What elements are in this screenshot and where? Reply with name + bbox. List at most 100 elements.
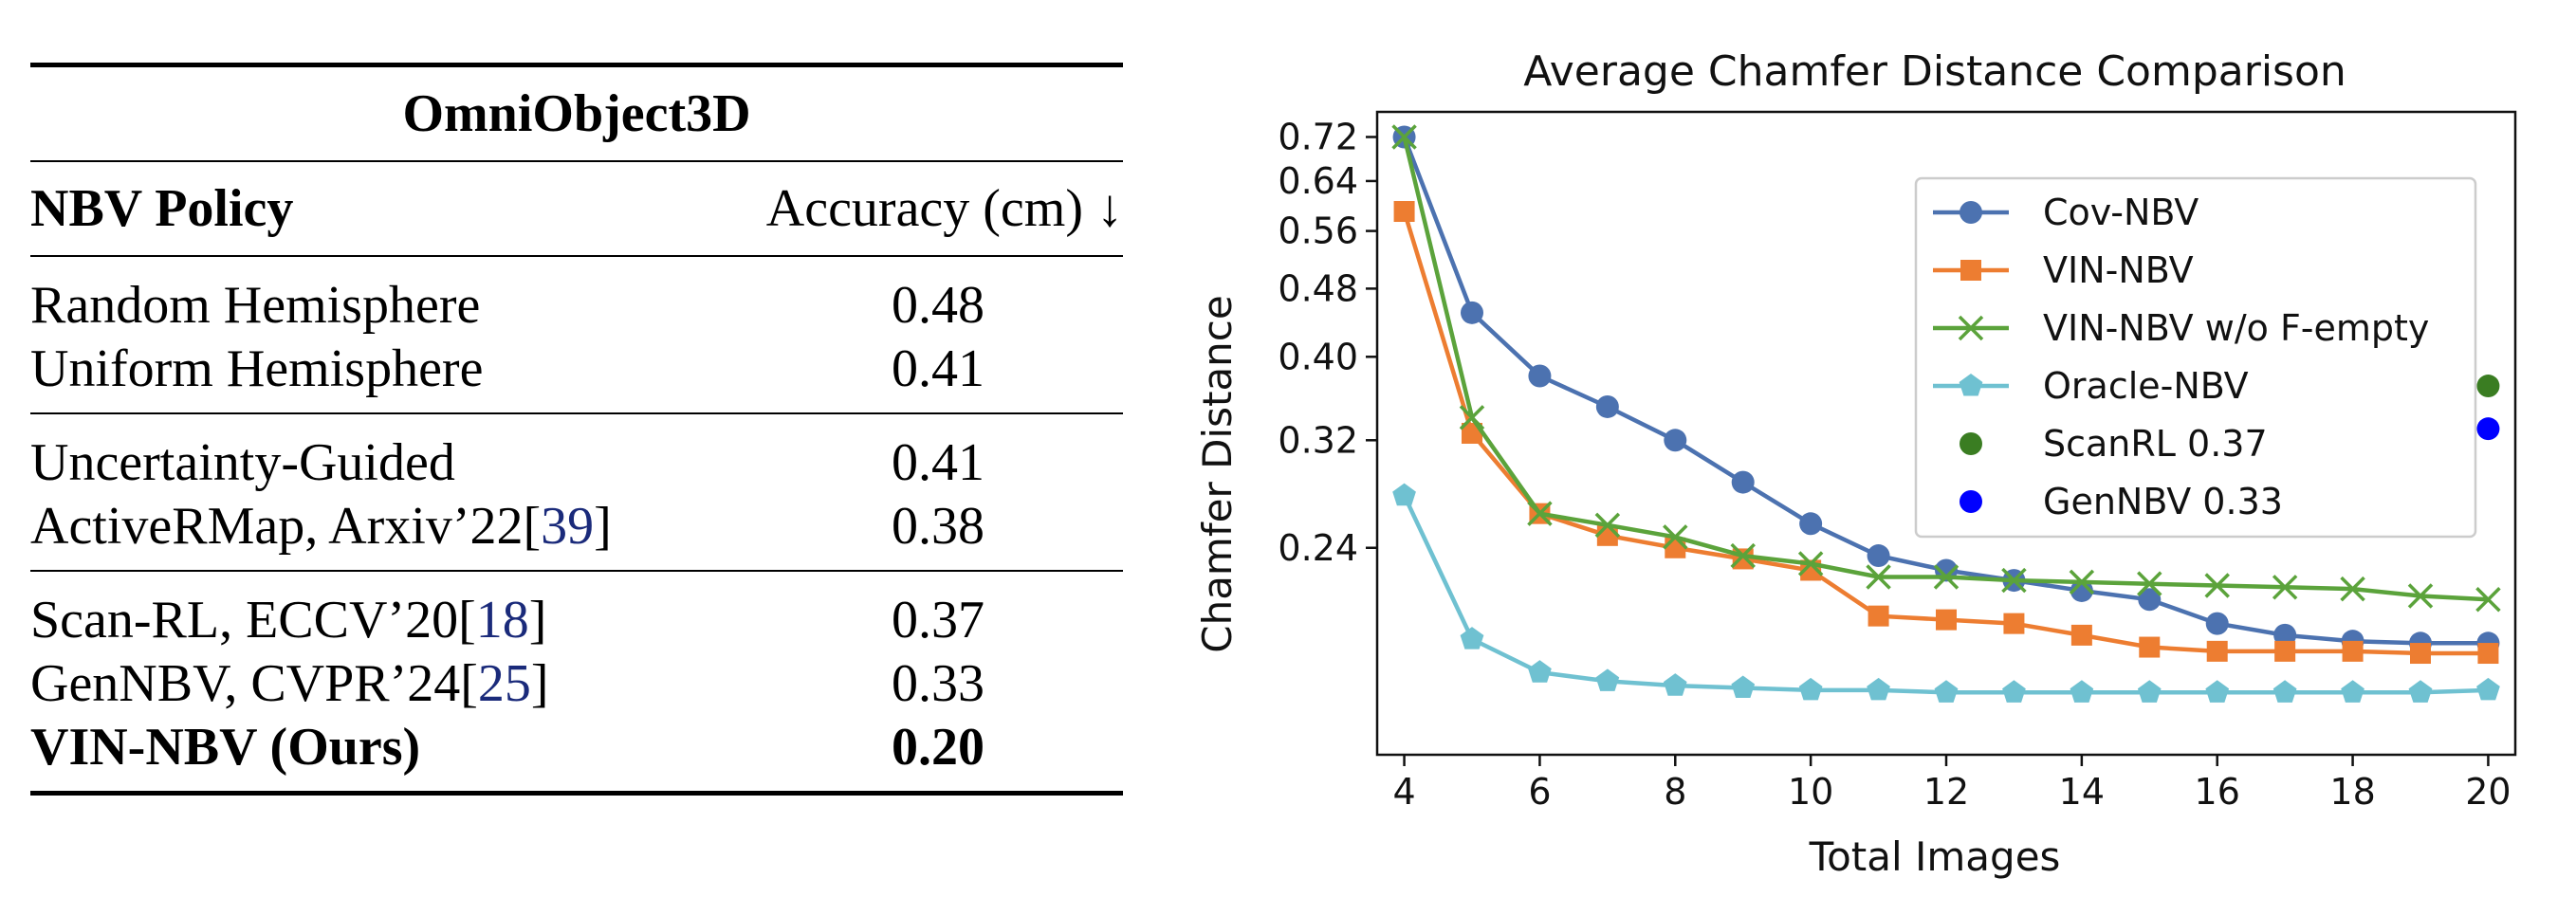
policy-name: Random Hemisphere [30, 276, 481, 335]
legend-label: Cov-NBV [2043, 192, 2199, 233]
data-point [1460, 627, 1484, 650]
data-point [1797, 551, 1824, 576]
legend-marker [1960, 432, 1982, 455]
data-point [1595, 668, 1620, 691]
data-point [2003, 613, 2025, 634]
y-tick-label: 0.56 [1278, 210, 1358, 252]
table-row: VIN-NBV (Ours) 0.20 [30, 716, 1123, 779]
y-axis-label: Chamfer Distance [1194, 295, 1241, 653]
results-table: OmniObject3D NBV Policy Accuracy (cm) ↓ … [30, 63, 1123, 796]
data-point [1528, 364, 1552, 388]
y-tick-label: 0.72 [1278, 116, 1358, 157]
cite-bracket: [ [460, 654, 478, 713]
legend-marker [1959, 374, 1983, 396]
citation-link[interactable]: 39 [541, 497, 595, 556]
citation-link[interactable]: 25 [477, 654, 531, 713]
accuracy-cell: 0.20 [892, 718, 984, 777]
data-point [2137, 680, 2162, 703]
x-tick-label: 6 [1528, 771, 1551, 813]
data-point [2206, 640, 2228, 662]
table-row: GenNBV, CVPR’24[25] 0.33 [30, 652, 1123, 716]
x-axis-label: Total Images [1809, 833, 2061, 880]
data-point [1595, 394, 1619, 418]
data-point [2407, 583, 2434, 609]
y-tick-label: 0.24 [1278, 527, 1358, 569]
data-point [2138, 588, 2162, 612]
legend-frame [1914, 176, 2477, 539]
table-bottom-rule [30, 791, 1123, 796]
data-point [2477, 643, 2499, 665]
policy-cell: ActiveRMap, Arxiv’22[39] [30, 495, 805, 558]
data-point [2205, 612, 2229, 635]
legend-marker [1960, 201, 1982, 224]
table-title: OmniObject3D [402, 84, 751, 143]
legend-label: VIN-NBV w/o F-empty [2043, 307, 2429, 349]
legend-label: Oracle-NBV [2043, 365, 2249, 407]
scatter-point [2476, 375, 2500, 398]
y-tick-label: 0.32 [1278, 419, 1358, 461]
table-row: Uncertainty-Guided 0.41 [30, 431, 1123, 495]
data-point [2341, 680, 2364, 703]
data-point [2274, 640, 2296, 662]
data-point [1392, 483, 1416, 506]
x-tick-label: 14 [2059, 771, 2105, 813]
x-tick-label: 4 [1392, 771, 1415, 813]
data-point [2070, 624, 2092, 646]
legend-marker [1958, 315, 1984, 341]
accuracy-cell: 0.41 [892, 339, 984, 398]
data-point [1664, 429, 1687, 452]
y-tick-label: 0.48 [1278, 267, 1358, 309]
data-point [1393, 201, 1415, 223]
data-point [2069, 569, 2095, 595]
policy-cell: Random Hemisphere [30, 274, 805, 338]
table-group-rule [30, 412, 1123, 414]
data-point [2001, 567, 2027, 594]
table-header: NBV Policy Accuracy (cm) ↓ [30, 162, 1123, 255]
policy-name: GenNBV, CVPR’24 [30, 654, 461, 713]
cite-bracket: ] [528, 591, 547, 650]
table-row: Random Hemisphere 0.48 [30, 274, 1123, 338]
x-tick-label: 12 [1923, 771, 1969, 813]
data-point [1866, 564, 1891, 590]
chart-legend: Cov-NBV VIN-NBV VIN-NBV w/o F-empty Oracle-… [1914, 176, 2477, 539]
legend-marker [1960, 490, 1982, 513]
x-tick-label: 20 [2465, 771, 2511, 813]
accuracy-cell: 0.38 [892, 497, 984, 556]
data-point [1936, 609, 1957, 631]
policy-cell: VIN-NBV (Ours) [30, 716, 805, 779]
cite-bracket: [ [458, 591, 476, 650]
data-point [2475, 587, 2501, 613]
data-point [1459, 405, 1485, 430]
policy-name: Uncertainty-Guided [30, 433, 455, 492]
y-tick-label: 0.64 [1278, 160, 1358, 202]
legend-label: GenNBV 0.33 [2043, 481, 2283, 522]
policy-cell: Uncertainty-Guided [30, 431, 805, 495]
header-accuracy: Accuracy (cm) ↓ [765, 179, 1123, 238]
table-row: Scan-RL, ECCV’20[18] 0.37 [30, 589, 1123, 652]
data-point [1594, 512, 1621, 539]
y-tick-label: 0.40 [1278, 336, 1358, 377]
data-point [2408, 680, 2433, 703]
policy-name: VIN-NBV (Ours) [30, 718, 421, 777]
data-point [1731, 675, 1756, 698]
chart-title: Average Chamfer Distance Comparison [1523, 47, 2346, 96]
policy-name: ActiveRMap, Arxiv’22 [30, 497, 524, 556]
table-group: Uncertainty-Guided 0.41 ActiveRMap, Arxiv’… [30, 414, 1123, 570]
data-point [1867, 544, 1890, 568]
table-rule [30, 160, 1123, 162]
citation-link[interactable]: 18 [475, 591, 529, 650]
table-group-rule [30, 570, 1123, 572]
table-row: Uniform Hemisphere 0.41 [30, 338, 1123, 401]
table-body: Random Hemisphere 0.48 Uniform Hemisphere 0… [30, 255, 1123, 791]
accuracy-cell: 0.41 [892, 433, 984, 492]
policy-name: Uniform Hemisphere [30, 339, 484, 398]
accuracy-cell: 0.33 [892, 654, 984, 713]
data-point [1528, 660, 1552, 683]
data-point [2002, 680, 2026, 703]
legend-label: ScanRL 0.37 [2043, 423, 2268, 465]
legend-marker [1960, 260, 1981, 281]
table-group-rule [30, 255, 1123, 257]
table-group: Random Hemisphere 0.48 Uniform Hemisphere 0… [30, 257, 1123, 412]
table-group: Scan-RL, ECCV’20[18] 0.37 GenNBV, CVPR’24[… [30, 572, 1123, 791]
data-point [2342, 640, 2364, 662]
